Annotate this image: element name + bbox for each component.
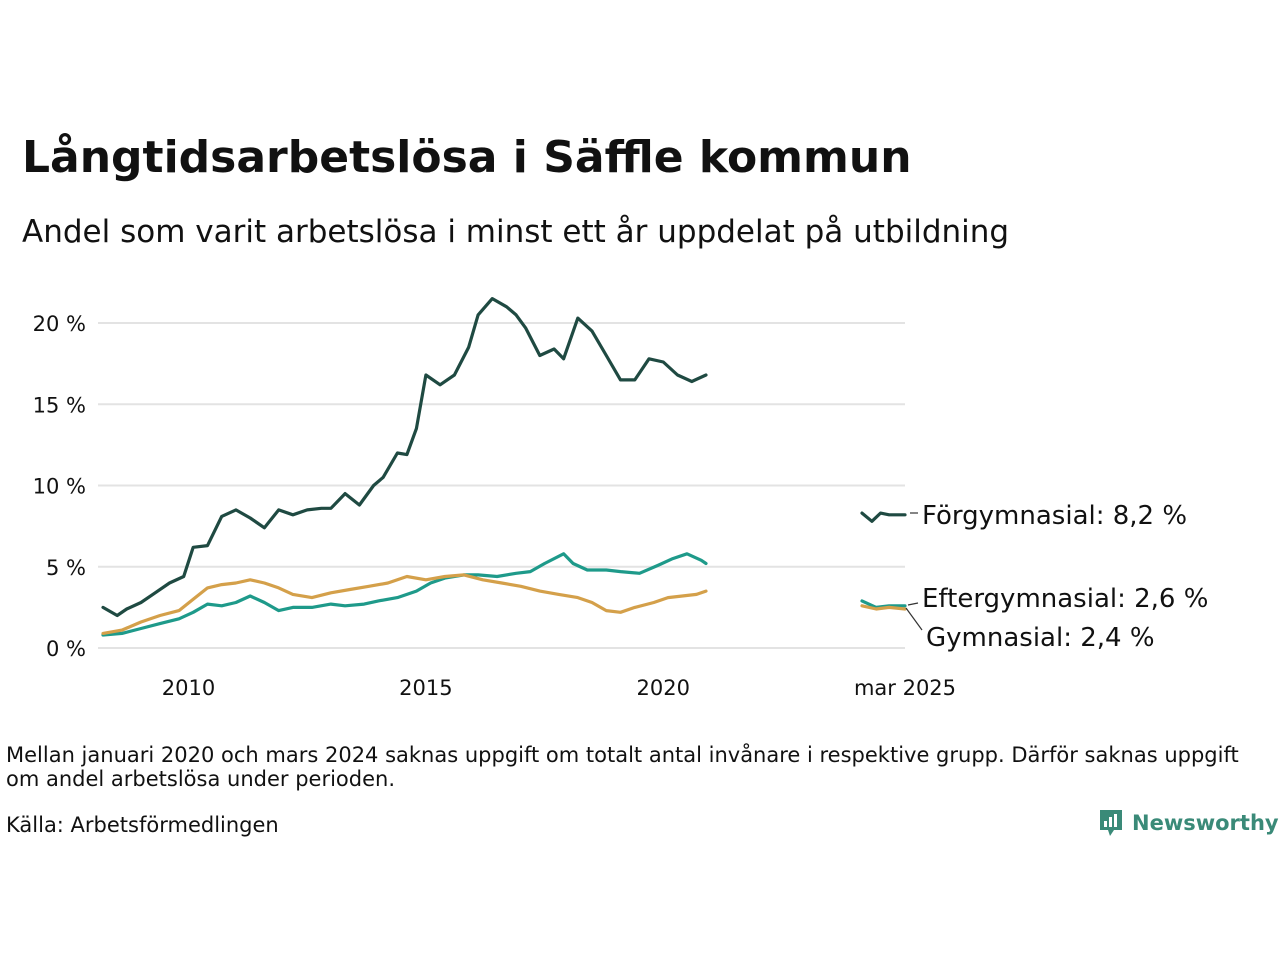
y-axis-ticks: 0 % 5 % 10 % 15 % 20 % [33, 312, 86, 661]
series-line-förgymnasial [860, 511, 907, 523]
x-tick-label: 2015 [399, 676, 452, 700]
x-axis-ticks: 2010 2015 2020 mar 2025 [162, 676, 956, 700]
x-tick-label: 2020 [637, 676, 690, 700]
leader-line [905, 607, 923, 631]
footnote: Mellan januari 2020 och mars 2024 saknas… [6, 743, 1239, 791]
series-end-label: Eftergymnasial: 2,6 % [922, 584, 1208, 614]
brand-name: Newsworthy [1132, 811, 1279, 835]
newsworthy-logo-icon [1100, 810, 1122, 836]
chart-title: Långtidsarbetslösa i Säffle kommun [22, 132, 912, 183]
y-tick-label: 0 % [46, 637, 86, 661]
y-tick-label: 15 % [33, 393, 86, 417]
series-end-label: Förgymnasial: 8,2 % [922, 501, 1187, 531]
x-tick-label: 2010 [162, 676, 215, 700]
series-end-labels: Förgymnasial: 8,2 % Eftergymnasial: 2,6 %… [905, 501, 1208, 653]
x-tick-label: mar 2025 [854, 676, 956, 700]
grid-lines [98, 322, 905, 649]
y-tick-label: 5 % [46, 556, 86, 580]
series-end-label: Gymnasial: 2,4 % [926, 623, 1155, 653]
newsworthy-logo: Newsworthy [1098, 808, 1279, 838]
series-line-gymnasial [860, 604, 907, 611]
leader-line [907, 602, 919, 606]
chart-subtitle: Andel som varit arbetslösa i minst ett å… [22, 214, 1010, 250]
line-chart: 0 %5 %10 %15 %20 % 2010 2015 2020 mar 2025 … [33, 297, 1208, 700]
series-line-förgymnasial [101, 297, 708, 618]
source-text: Källa: Arbetsförmedlingen [6, 813, 279, 837]
series-lines [101, 297, 907, 637]
y-tick-label: 10 % [33, 475, 86, 499]
series-line-gymnasial [101, 573, 708, 635]
series-line-eftergymnasial [101, 552, 708, 637]
y-tick-label: 20 % [33, 312, 86, 336]
